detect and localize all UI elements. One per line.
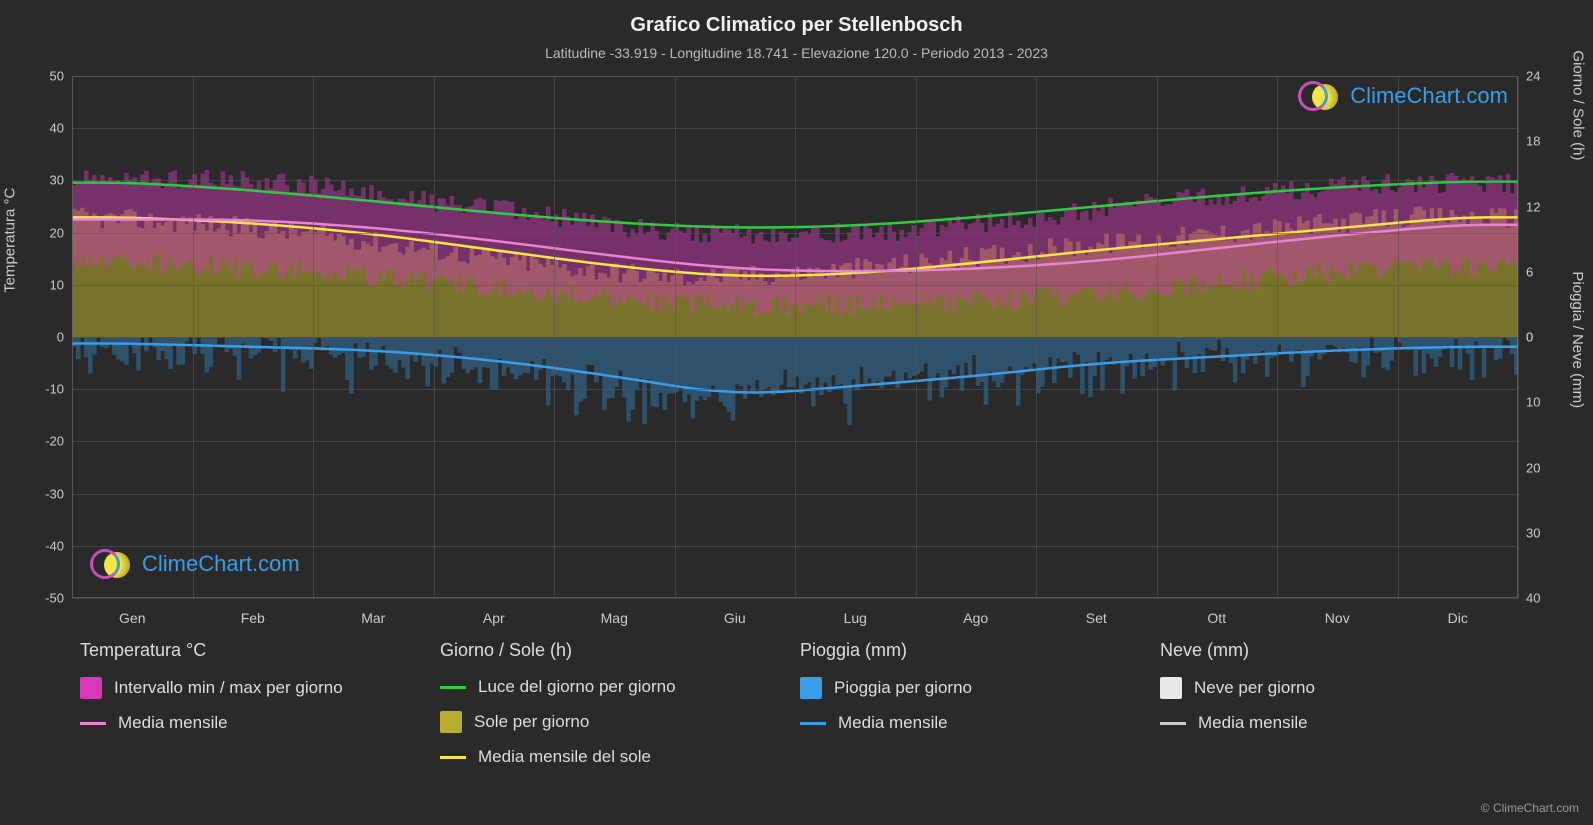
- gridline-v: [675, 76, 676, 598]
- chart-subtitle: Latitudine -33.919 - Longitudine 18.741 …: [0, 37, 1593, 61]
- gridline-v: [72, 76, 73, 598]
- gridline-v: [795, 76, 796, 598]
- right-y-axis-title-top: Giorno / Sole (h): [1570, 50, 1587, 160]
- legend-label: Media mensile del sole: [478, 747, 651, 767]
- legend-item: Neve per giorno: [1160, 677, 1520, 699]
- month-label: Set: [1086, 610, 1107, 626]
- month-label: Lug: [844, 610, 867, 626]
- month-label: Giu: [724, 610, 746, 626]
- legend-column: Temperatura °C Intervallo min / max per g…: [80, 640, 440, 781]
- month-label: Gen: [119, 610, 145, 626]
- gridline-v: [313, 76, 314, 598]
- legend-item: Sole per giorno: [440, 711, 800, 733]
- legend-item: Intervallo min / max per giorno: [80, 677, 440, 699]
- month-label: Feb: [241, 610, 265, 626]
- watermark-text: ClimeChart.com: [1350, 83, 1508, 109]
- climechart-logo-icon: [1298, 80, 1344, 112]
- gridline-v: [916, 76, 917, 598]
- copyright: © ClimeChart.com: [1481, 801, 1579, 815]
- watermark-bottom: ClimeChart.com: [90, 548, 300, 580]
- right-axis-top-tick-label: 18: [1526, 134, 1556, 149]
- legend-label: Neve per giorno: [1194, 678, 1315, 698]
- legend-column: Pioggia (mm) Pioggia per giorno Media mens…: [800, 640, 1160, 781]
- right-axis-top-tick-label: 12: [1526, 199, 1556, 214]
- legend-column: Giorno / Sole (h) Luce del giorno per gio…: [440, 640, 800, 781]
- month-label: Mag: [601, 610, 628, 626]
- left-axis-tick-label: 50: [24, 69, 64, 84]
- legend-swatch: [80, 677, 102, 699]
- legend-label: Media mensile: [838, 713, 948, 733]
- legend-column: Neve (mm) Neve per giorno Media mensile: [1160, 640, 1520, 781]
- legend: Temperatura °C Intervallo min / max per g…: [80, 640, 1520, 781]
- gridline-v: [193, 76, 194, 598]
- left-axis-tick-label: -10: [24, 382, 64, 397]
- left-axis-tick-label: -40: [24, 538, 64, 553]
- month-label: Nov: [1325, 610, 1350, 626]
- legend-item: Luce del giorno per giorno: [440, 677, 800, 697]
- gridline-v: [1398, 76, 1399, 598]
- right-axis-top-tick-label: 24: [1526, 69, 1556, 84]
- right-axis-bottom-tick-label: 0: [1526, 330, 1556, 345]
- legend-label: Media mensile: [118, 713, 228, 733]
- right-y-axis-title-bottom: Pioggia / Neve (mm): [1570, 271, 1587, 408]
- chart-title: Grafico Climatico per Stellenbosch: [0, 0, 1593, 37]
- legend-swatch: [1160, 722, 1186, 725]
- chart-plot-area: Temperatura °C Giorno / Sole (h) Pioggia…: [72, 76, 1518, 598]
- gridline-v: [1157, 76, 1158, 598]
- legend-item: Pioggia per giorno: [800, 677, 1160, 699]
- gridline-v: [1277, 76, 1278, 598]
- legend-swatch: [1160, 677, 1182, 699]
- month-label: Ott: [1207, 610, 1226, 626]
- gridline-v: [1518, 76, 1519, 598]
- legend-item: Media mensile del sole: [440, 747, 800, 767]
- legend-item: Media mensile: [800, 713, 1160, 733]
- month-label: Apr: [483, 610, 505, 626]
- month-label: Dic: [1448, 610, 1468, 626]
- left-axis-tick-label: 0: [24, 330, 64, 345]
- legend-swatch: [800, 677, 822, 699]
- left-axis-tick-label: 40: [24, 121, 64, 136]
- legend-label: Luce del giorno per giorno: [478, 677, 676, 697]
- right-axis-bottom-tick-label: 10: [1526, 395, 1556, 410]
- left-axis-tick-label: -20: [24, 434, 64, 449]
- watermark-text: ClimeChart.com: [142, 551, 300, 577]
- left-axis-tick-label: -50: [24, 591, 64, 606]
- month-label: Mar: [361, 610, 385, 626]
- left-axis-tick-label: 10: [24, 277, 64, 292]
- gridline-v: [1036, 76, 1037, 598]
- left-axis-tick-label: -30: [24, 486, 64, 501]
- climechart-logo-icon: [90, 548, 136, 580]
- month-label: Ago: [963, 610, 988, 626]
- right-axis-bottom-tick-label: 20: [1526, 460, 1556, 475]
- legend-label: Intervallo min / max per giorno: [114, 678, 343, 698]
- legend-header: Temperatura °C: [80, 640, 440, 661]
- legend-swatch: [80, 722, 106, 725]
- left-y-axis-title: Temperatura °C: [2, 188, 19, 293]
- gridline-v: [554, 76, 555, 598]
- legend-label: Pioggia per giorno: [834, 678, 972, 698]
- legend-label: Media mensile: [1198, 713, 1308, 733]
- legend-swatch: [440, 756, 466, 759]
- left-axis-tick-label: 20: [24, 225, 64, 240]
- legend-swatch: [800, 722, 826, 725]
- legend-item: Media mensile: [80, 713, 440, 733]
- left-axis-tick-label: 30: [24, 173, 64, 188]
- gridline-h: [72, 598, 1518, 599]
- watermark-top: ClimeChart.com: [1298, 80, 1508, 112]
- legend-item: Media mensile: [1160, 713, 1520, 733]
- legend-label: Sole per giorno: [474, 712, 589, 732]
- right-axis-top-tick-label: 6: [1526, 264, 1556, 279]
- legend-header: Neve (mm): [1160, 640, 1520, 661]
- right-axis-bottom-tick-label: 30: [1526, 525, 1556, 540]
- legend-header: Pioggia (mm): [800, 640, 1160, 661]
- gridline-v: [434, 76, 435, 598]
- legend-swatch: [440, 686, 466, 689]
- legend-swatch: [440, 711, 462, 733]
- legend-header: Giorno / Sole (h): [440, 640, 800, 661]
- right-axis-bottom-tick-label: 40: [1526, 591, 1556, 606]
